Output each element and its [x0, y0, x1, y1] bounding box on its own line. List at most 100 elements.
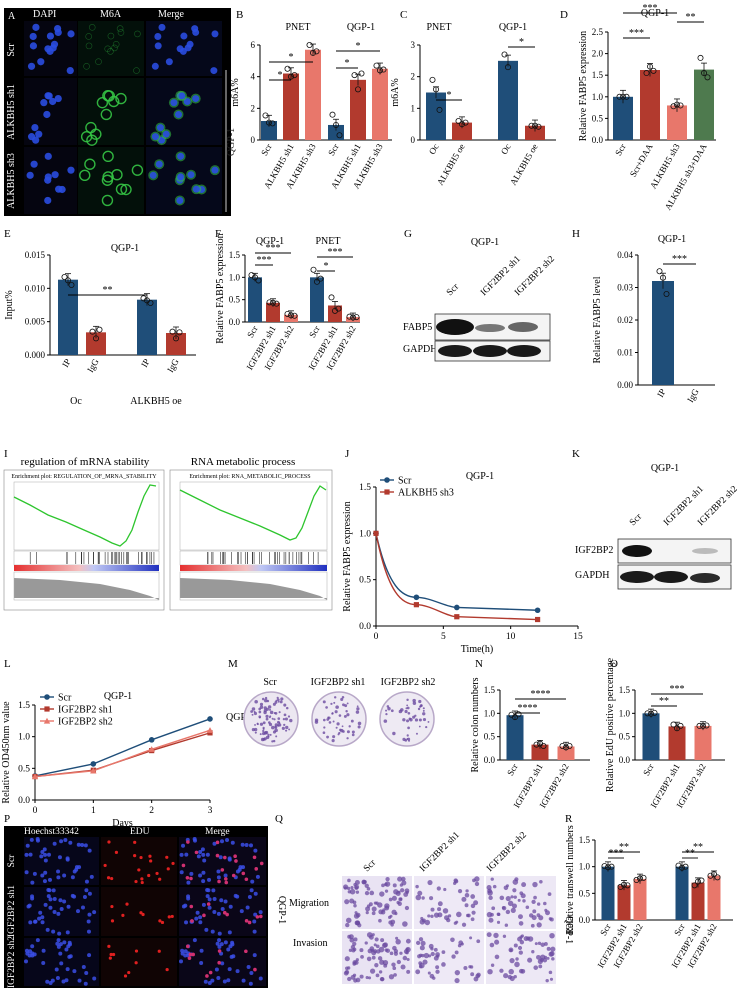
stained-cell [536, 902, 541, 906]
stained-cell [542, 958, 548, 963]
nucleus [252, 953, 257, 958]
series-point [454, 604, 460, 611]
stained-cell [368, 934, 374, 940]
nucleus [204, 927, 209, 932]
y-tick-label: 0.01 [617, 348, 633, 358]
stained-cell [400, 964, 406, 970]
y-tick-label: 3 [411, 40, 416, 50]
nucleus [54, 28, 62, 37]
nucleus [207, 981, 212, 986]
nucleus [205, 852, 210, 857]
nucleus [54, 94, 62, 103]
stained-cell [536, 954, 541, 960]
panel-i-right-title: RNA metabolic process [191, 456, 295, 468]
colony [250, 710, 254, 713]
colony [269, 715, 272, 718]
nucleus [192, 95, 200, 103]
data-point [172, 335, 179, 342]
nucleus [222, 979, 227, 984]
stained-cell [538, 964, 543, 969]
stained-cell [397, 876, 403, 882]
nucleus [48, 981, 53, 986]
significance-label: * [356, 41, 361, 52]
nucleus [57, 931, 62, 936]
data-point [455, 118, 462, 125]
nucleus [56, 938, 61, 943]
panel-g: QGP-1 Scr IGF2BP2 sh1 IGF2BP2 sh2 FABP5 … [403, 237, 557, 362]
category-label: Scr [326, 142, 341, 157]
edu-cell [186, 840, 190, 844]
stained-cell [548, 970, 553, 975]
panel-q-side-label: QGP-1 [563, 916, 574, 944]
panel-n-letter: N [475, 658, 483, 670]
stained-cell [365, 906, 371, 912]
nucleus [48, 905, 53, 910]
nucleus [67, 940, 72, 945]
category-label: IP [60, 357, 73, 369]
nucleus [30, 160, 38, 168]
colony [262, 721, 266, 725]
stained-cell [454, 969, 461, 976]
nucleus [67, 30, 75, 38]
panel-j-title: QGP-1 [466, 471, 494, 482]
panel-f-letter: F [215, 228, 221, 240]
stained-cell [375, 973, 380, 978]
category-label: IP [655, 387, 668, 399]
stained-cell [378, 909, 384, 915]
nucleus [35, 938, 40, 943]
colony [261, 697, 265, 701]
x-axis-label: Days [112, 818, 133, 829]
colony [259, 705, 264, 710]
stained-cell [549, 951, 555, 957]
nucleus [87, 953, 92, 958]
colony [345, 710, 348, 713]
stained-cell [417, 890, 423, 896]
nucleus [216, 911, 221, 916]
cell [111, 44, 118, 52]
nucleus [27, 133, 36, 141]
y-tick-label: 0.000 [25, 350, 46, 360]
panel-e-group-alkbh5oe: ALKBH5 oe [130, 396, 182, 407]
nucleus [151, 62, 159, 70]
series-point [90, 761, 97, 767]
colony [263, 731, 268, 735]
data-point [309, 49, 316, 56]
stained-cell [447, 914, 452, 918]
stained-cell [404, 905, 410, 911]
y-axis-label: Relative OD450nm value [1, 701, 12, 804]
colony [342, 703, 345, 707]
data-point [711, 871, 718, 878]
edu-cell [133, 840, 137, 844]
stained-cell [406, 957, 410, 962]
stained-cell [371, 906, 377, 912]
colony [357, 721, 362, 726]
colony [263, 737, 267, 741]
stained-cell [549, 917, 554, 922]
colony [325, 706, 328, 709]
nucleus [258, 976, 263, 981]
gsea-right-plot-title: Enrichment plot: RNA_METABOLIC_PROCESS [189, 474, 310, 480]
colony [289, 718, 293, 723]
nucleus [198, 915, 203, 920]
colony [414, 718, 419, 722]
nucleus [58, 951, 63, 956]
gsea-right-es-area [179, 481, 328, 551]
colony [407, 726, 410, 730]
bar [498, 60, 518, 141]
panel-g-band-label-fabp5: FABP5 [403, 322, 432, 333]
data-point [306, 42, 313, 49]
stained-cell [433, 947, 438, 952]
nucleus [250, 879, 255, 884]
stained-cell [505, 909, 511, 915]
colony [343, 714, 347, 718]
panel-k-band-gapdh-scr [620, 571, 654, 583]
bar [691, 882, 705, 920]
colony [404, 709, 408, 714]
stained-cell [454, 978, 460, 984]
stained-cell [494, 939, 500, 945]
data-point [284, 65, 291, 72]
stained-cell [344, 899, 350, 905]
edu-cell [147, 873, 151, 878]
nucleus [76, 909, 81, 914]
nucleus [72, 894, 77, 899]
